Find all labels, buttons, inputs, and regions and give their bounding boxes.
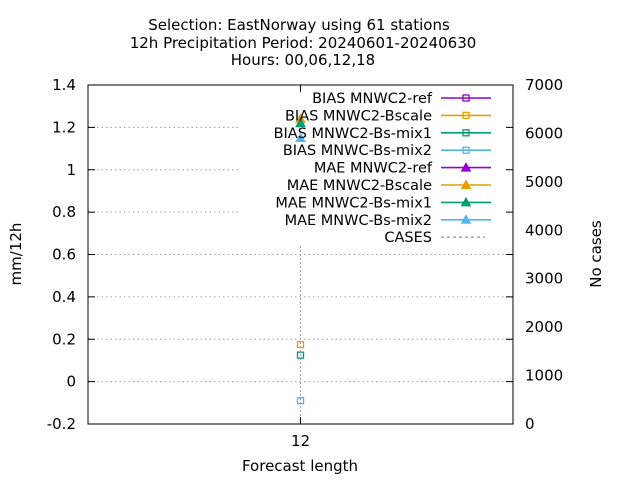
- legend-marker: [462, 111, 470, 120]
- data-point: [296, 397, 305, 405]
- y2-tick-label: 6000: [525, 124, 563, 142]
- legend-label: CASES: [384, 230, 432, 246]
- title-line-3: Hours: 00,06,12,18: [231, 51, 375, 69]
- legend-item: MAE MNWC2-Bs-mix1: [275, 195, 491, 211]
- legend-label: MAE MNWC2-ref: [314, 161, 433, 177]
- legend-marker: [460, 179, 472, 189]
- y-tick-label: 0: [66, 373, 76, 391]
- legend-label: BIAS MNWC2-Bs-mix1: [274, 126, 432, 142]
- y2-tick-label: 7000: [525, 76, 563, 94]
- y-tick-label: 0.6: [52, 246, 76, 264]
- y-tick-label: 0.2: [52, 330, 76, 348]
- legend-marker: [460, 196, 472, 207]
- title-line-2: 12h Precipitation Period: 20240601-20240…: [130, 34, 477, 52]
- y-tick-label: 1: [66, 161, 76, 179]
- legend-item: MAE MNWC2-ref: [314, 161, 491, 177]
- x-axis: 12: [291, 85, 310, 450]
- y-axis: -0.2 0 0.2 0.4 0.6 0.8 1 1.2 1.4: [47, 76, 513, 433]
- legend-label: BIAS MNWC-Bs-mix2: [283, 143, 432, 159]
- data-point: [295, 117, 306, 128]
- y2-tick-label: 5000: [525, 173, 563, 191]
- legend-marker: [460, 214, 472, 224]
- y-tick-label: 1.2: [52, 118, 76, 136]
- legend-marker: [462, 146, 470, 154]
- legend-label: BIAS MNWC2-ref: [312, 91, 433, 107]
- y-tick-label: -0.2: [47, 415, 76, 433]
- y2-tick-label: 4000: [525, 221, 563, 239]
- y2-axis: 0 1000 2000 3000 4000 5000 6000 7000: [525, 76, 563, 433]
- legend-item: BIAS MNWC-Bs-mix2: [283, 143, 491, 159]
- legend-label: MAE MNWC-Bs-mix2: [285, 213, 432, 229]
- x-axis-label: Forecast length: [242, 457, 358, 475]
- legend-label: BIAS MNWC2-Bscale: [285, 108, 432, 124]
- legend-item: MAE MNWC-Bs-mix2: [285, 213, 491, 229]
- y-axis-label: mm/12h: [7, 223, 25, 286]
- legend-item: BIAS MNWC2-Bs-mix1: [274, 126, 491, 142]
- y-tick-label: 0.8: [52, 203, 76, 221]
- data-point: [296, 340, 305, 349]
- y-tick-label: 1.4: [52, 76, 76, 94]
- y2-axis-label: No cases: [587, 220, 605, 288]
- data-point: [295, 132, 306, 142]
- y-tick-label: 0.4: [52, 288, 76, 306]
- legend-item: BIAS MNWC2-Bscale: [285, 108, 491, 124]
- title-line-1: Selection: EastNorway using 61 stations: [148, 16, 450, 34]
- legend-marker: [462, 129, 470, 137]
- legend-item: MAE MNWC2-Bscale: [287, 178, 491, 194]
- legend-item: BIAS MNWC2-ref: [312, 91, 491, 107]
- legend-item: CASES: [384, 230, 485, 246]
- legend-marker: [460, 162, 472, 172]
- points-layer: [295, 113, 306, 405]
- legend-label: MAE MNWC2-Bs-mix1: [275, 195, 432, 211]
- data-point: [296, 351, 305, 359]
- y2-tick-label: 2000: [525, 318, 563, 336]
- y2-tick-label: 3000: [525, 270, 563, 288]
- legend-marker: [462, 94, 470, 102]
- y2-tick-label: 1000: [525, 367, 563, 385]
- x-tick-label: 12: [291, 432, 310, 450]
- legend-label: MAE MNWC2-Bscale: [287, 178, 432, 194]
- chart-title: Selection: EastNorway using 61 stations …: [130, 16, 477, 69]
- y2-tick-label: 0: [525, 415, 535, 433]
